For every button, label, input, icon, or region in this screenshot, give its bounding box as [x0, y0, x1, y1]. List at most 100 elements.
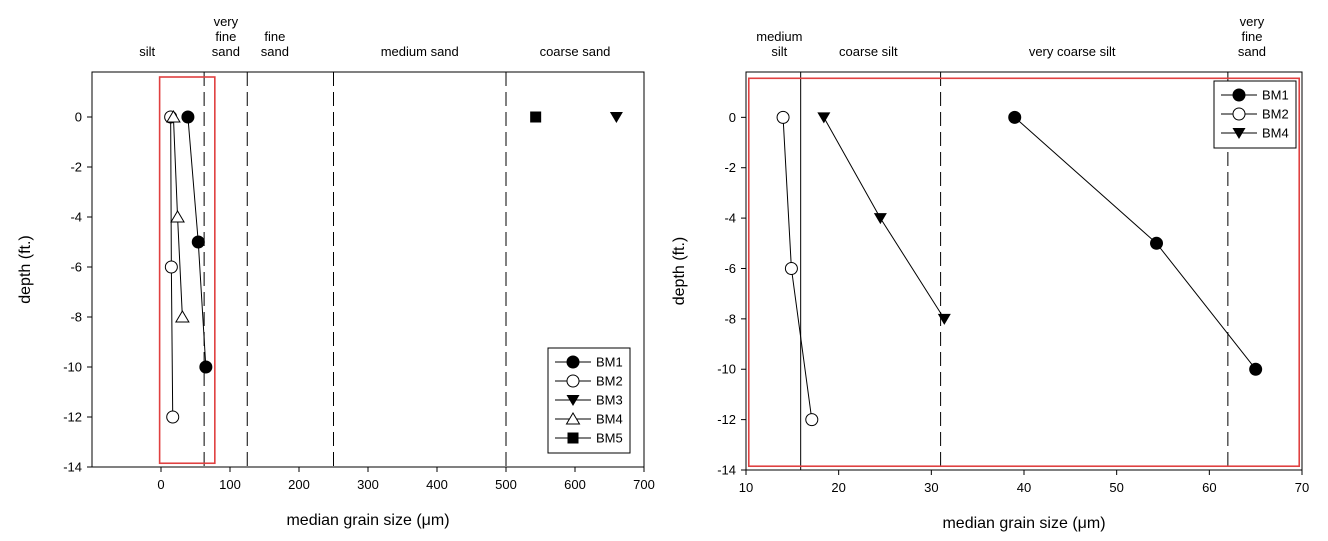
zone-label-3-line-2: sand [261, 44, 289, 59]
series-bm4 [166, 110, 190, 323]
x-tick-label-5: 400 [426, 477, 448, 492]
x-tick-label-7: 70 [1295, 480, 1309, 495]
legend: BM1 BM2 BM3 BM4 BM5 [547, 347, 631, 454]
series-bm2 [776, 110, 819, 427]
y-tick-label-4: -6 [724, 261, 736, 276]
y-tick-label-2: -2 [70, 160, 82, 175]
data-point-bm2-3 [166, 410, 180, 424]
legend-marker-bm2 [566, 374, 580, 388]
data-point-bm1-3 [199, 360, 213, 374]
data-point-bm1-2 [1150, 236, 1164, 250]
chart-2: 10 20 30 40 50 60 70 0 -2 -4 -6 -8 -10 -12 -14 median g… [671, 14, 1309, 532]
zone-label-4-line-3: sand [1238, 44, 1266, 59]
legend-marker-bm5 [567, 432, 579, 444]
legend-marker-bm3 [566, 395, 580, 406]
highlight-box [158, 76, 216, 465]
data-point-bm2-2 [784, 261, 798, 275]
y-tick-label-5: -8 [724, 311, 736, 326]
y-tick-label-6: -10 [63, 360, 82, 375]
data-point-bm4-2 [170, 210, 185, 223]
y-tick-label-5: -8 [70, 310, 82, 325]
series-bm1 [1008, 110, 1263, 376]
series-bm2 [164, 110, 180, 424]
series-bm4 [817, 112, 951, 325]
y-tick-label-4: -6 [70, 260, 82, 275]
x-axis-title: median grain size (μm) [286, 512, 449, 529]
x-tick-label-3: 200 [288, 477, 310, 492]
zone-label-2-line-3: sand [212, 44, 240, 59]
x-tick-label-2: 100 [219, 477, 241, 492]
data-point-bm2-3 [805, 413, 819, 427]
legend-label-bm4: BM4 [596, 412, 623, 427]
x-tick-label-3: 30 [924, 480, 938, 495]
legend-label-bm4: BM4 [1262, 126, 1289, 141]
zone-label-4-line-2: fine [1241, 29, 1262, 44]
y-tick-label-3: -4 [70, 210, 82, 225]
y-tick-label-1: 0 [75, 110, 82, 125]
zone-label-3-line-1: fine [264, 29, 285, 44]
y-tick-label-3: -4 [724, 211, 736, 226]
x-tick-label-4: 40 [1017, 480, 1031, 495]
y-tick-label-1: 0 [729, 110, 736, 125]
y-tick-label-6: -10 [717, 362, 736, 377]
legend-label-bm2: BM2 [596, 374, 623, 389]
zone-label-4-line-1: very [1240, 14, 1265, 29]
x-axis-title: median grain size (μm) [942, 515, 1105, 532]
series-line-bm1 [1014, 116, 1257, 370]
data-point-bm1-2 [191, 235, 205, 249]
x-tick-label-5: 50 [1109, 480, 1123, 495]
x-tick-label-1: 0 [157, 477, 164, 492]
data-point-bm3-1 [609, 112, 623, 123]
y-tick-label-8: -14 [717, 463, 736, 478]
x-tick-label-1: 10 [739, 480, 753, 495]
legend-marker-bm4 [565, 412, 581, 425]
y-tick-label-7: -12 [63, 410, 82, 425]
x-tick-label-8: 700 [633, 477, 655, 492]
series-bm5 [530, 111, 542, 123]
y-tick-label-2: -2 [724, 160, 736, 175]
data-point-bm4-2 [873, 213, 887, 225]
zone-label-2-line-2: fine [215, 29, 236, 44]
series-bm3 [609, 112, 623, 123]
x-tick-label-6: 500 [495, 477, 517, 492]
zone-label-4-line-1: medium sand [381, 44, 459, 59]
zone-label-2-line-1: coarse silt [839, 44, 898, 59]
data-point-bm1-1 [1008, 110, 1022, 124]
legend-label-bm2: BM2 [1262, 107, 1289, 122]
zone-label-3-line-1: very coarse silt [1029, 44, 1116, 59]
y-axis-title: depth (ft.) [17, 235, 34, 303]
series-bm1 [181, 110, 213, 374]
chart-1: 0 100 200 300 400 500 600 700 0 -2 -4 -6 -8 -10 -12 -14… [17, 14, 655, 529]
y-tick-label-7: -12 [717, 412, 736, 427]
legend-label-bm5: BM5 [596, 431, 623, 446]
y-tick-label-8: -14 [63, 460, 82, 475]
zone-label-1-line-1: silt [139, 44, 155, 59]
legend-label-bm3: BM3 [596, 393, 623, 408]
legend: BM1 BM2 BM4 [1213, 80, 1297, 149]
zone-label-1-line-1: medium [756, 29, 802, 44]
data-point-bm2-2 [164, 260, 178, 274]
x-tick-label-6: 60 [1202, 480, 1216, 495]
data-point-bm4-3 [175, 310, 190, 323]
y-axis-title: depth (ft.) [671, 237, 688, 305]
zone-label-5-line-1: coarse sand [540, 44, 611, 59]
data-point-bm2-1 [776, 110, 790, 124]
data-point-bm5-1 [530, 111, 542, 123]
x-tick-label-7: 600 [564, 477, 586, 492]
legend-marker-bm1 [566, 355, 580, 369]
data-point-bm4-3 [937, 313, 951, 325]
legend-marker-bm4 [1232, 128, 1246, 139]
legend-marker-bm2 [1232, 107, 1246, 121]
data-point-bm1-3 [1249, 362, 1263, 376]
highlight-box [747, 77, 1301, 468]
data-point-bm4-1 [166, 110, 181, 123]
x-tick-label-2: 20 [831, 480, 845, 495]
data-point-bm4-1 [817, 112, 831, 124]
zone-label-1-line-2: silt [771, 44, 787, 59]
series-line-bm4 [823, 117, 945, 320]
legend-label-bm1: BM1 [596, 355, 623, 370]
x-tick-label-4: 300 [357, 477, 379, 492]
legend-marker-bm1 [1232, 88, 1246, 102]
data-point-bm1-1 [181, 110, 195, 124]
